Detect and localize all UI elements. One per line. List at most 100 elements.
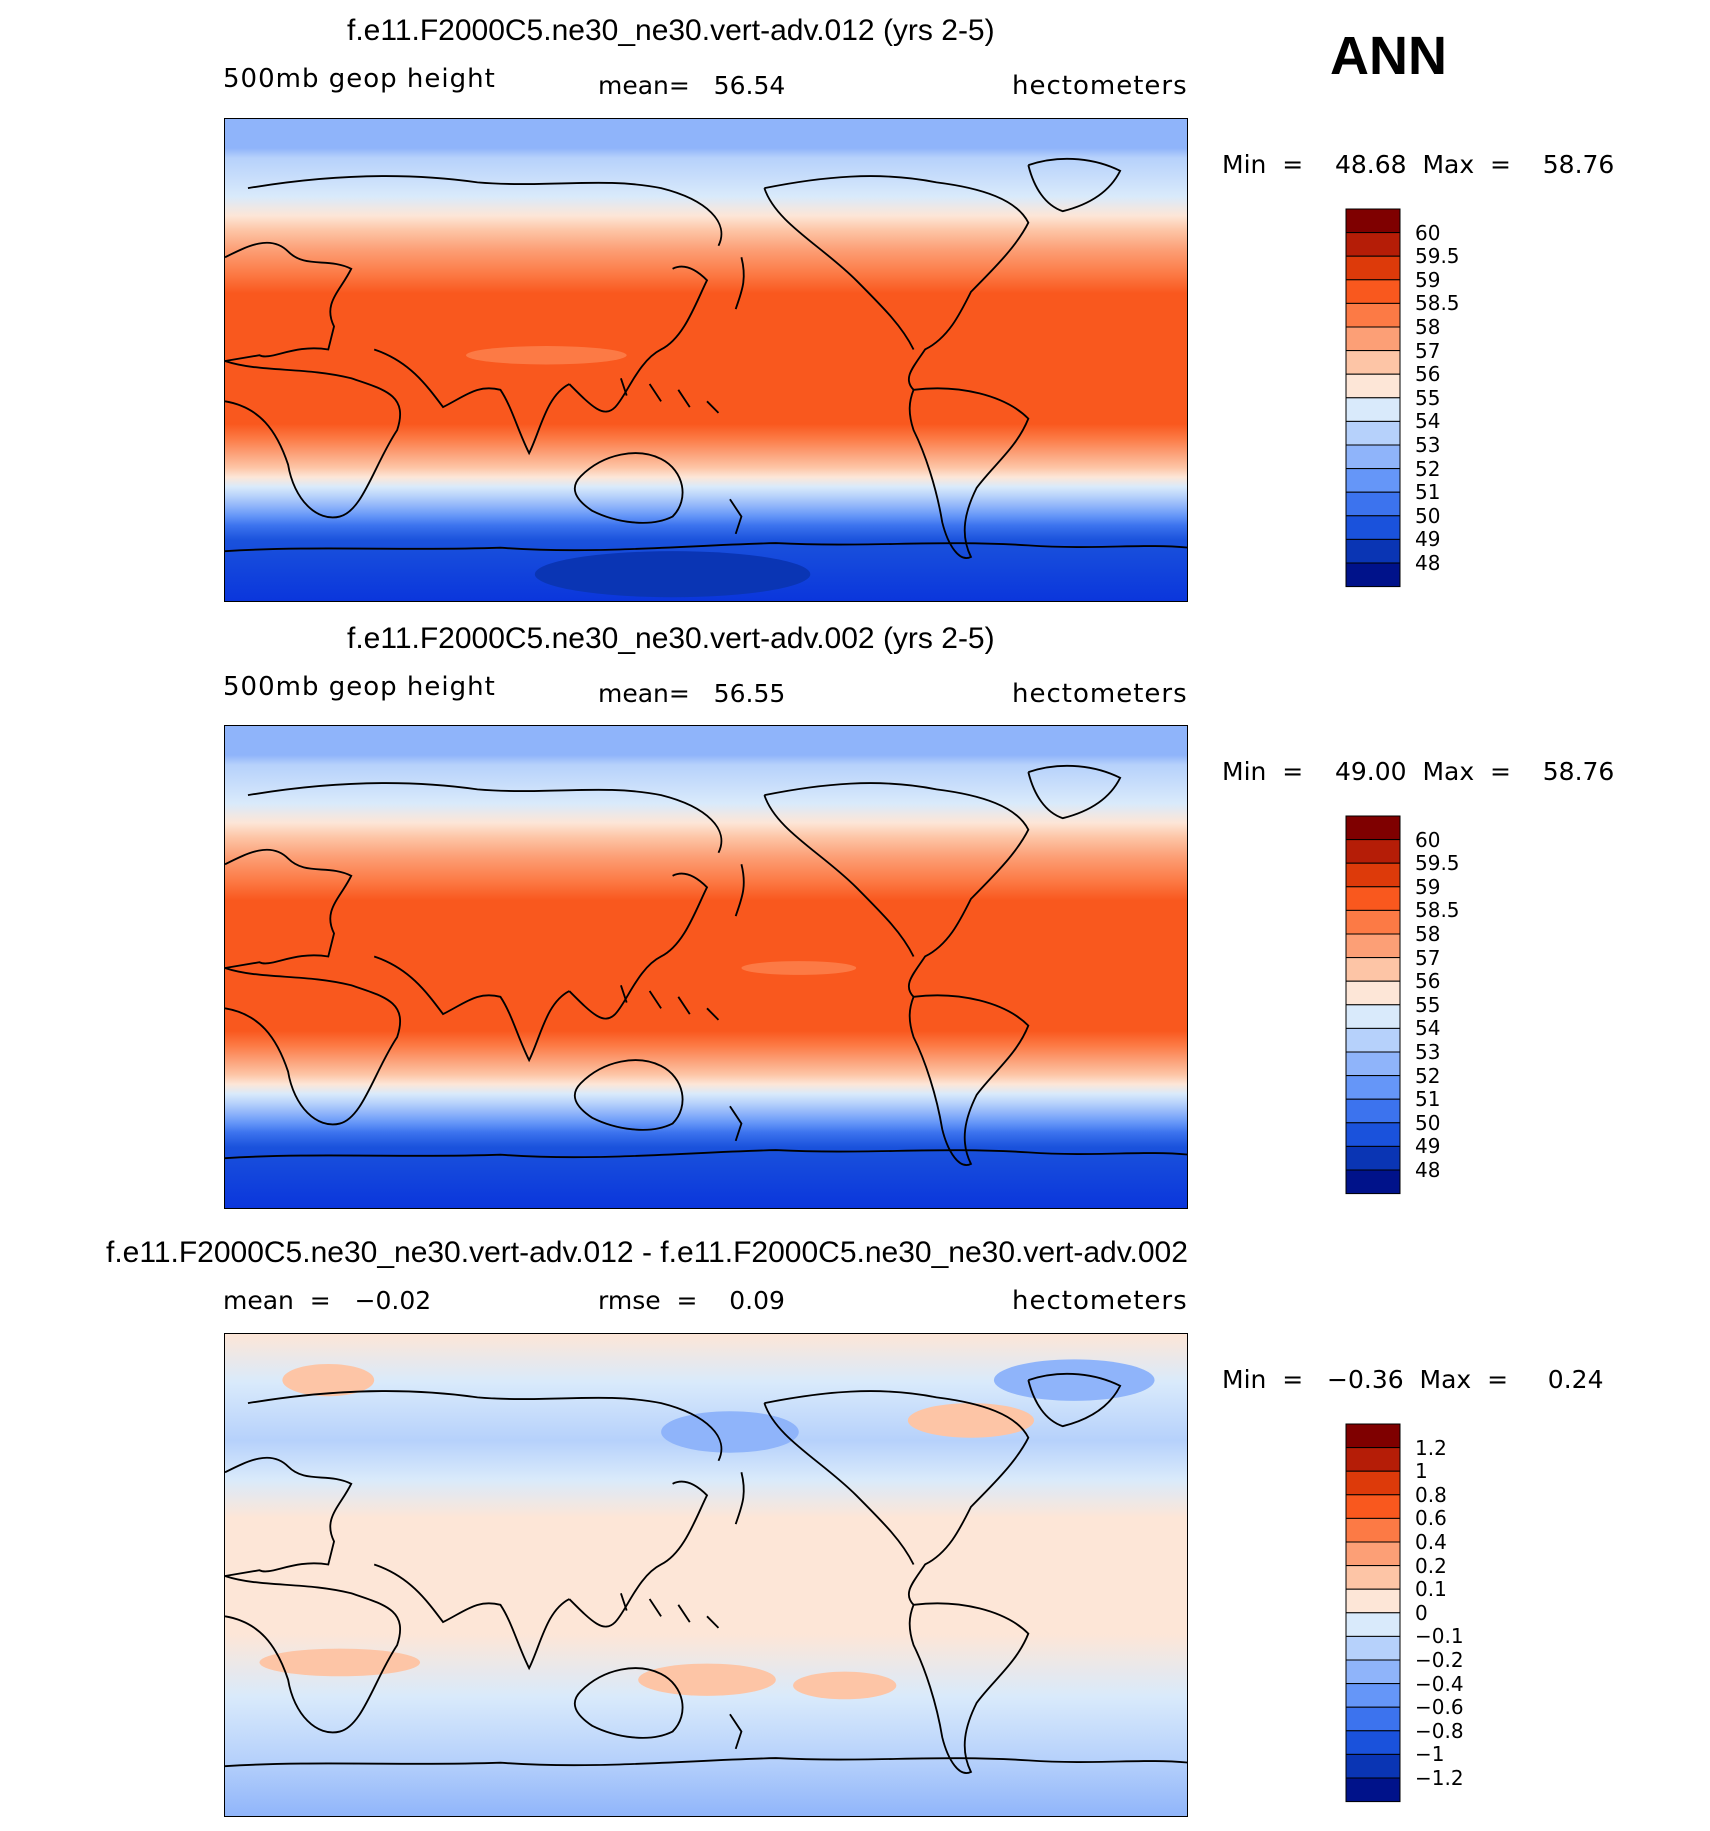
colorbar-tick-label: 57 [1415,338,1441,363]
colorbar-swatch [1345,1730,1401,1755]
colorbar-tick-label: 60 [1415,220,1441,245]
colorbar-swatch [1345,468,1401,493]
colorbar-swatch [1345,491,1401,517]
panel2-variable-label: 500mb geop height [223,672,496,702]
colorbar-swatch [1345,420,1401,446]
diff-blob-pos5 [282,1363,375,1397]
colorbar-swatch [1345,1753,1401,1779]
colorbar-panel2 [1345,815,1401,1195]
colorbar-swatch [1345,980,1401,1006]
colorbar-swatch [1345,1635,1401,1661]
colorbar-tick-label: −1 [1415,1742,1445,1767]
colorbar-swatch [1345,1470,1401,1496]
panel1-min-region [534,551,811,598]
colorbar-swatch [1345,1098,1401,1124]
colorbar-swatch [1345,1075,1401,1100]
colorbar-tick-label: 0.6 [1415,1506,1447,1531]
colorbar-tick-label: −0.2 [1415,1648,1464,1672]
colorbar-tick-label: −0.8 [1415,1718,1464,1743]
colorbar-swatch [1345,397,1401,422]
colorbar-tick-label: 1.2 [1415,1435,1447,1460]
panel3-units: hectometers [1012,1286,1188,1316]
panel1-title: f.e11.F2000C5.ne30_ne30.vert-adv.012 (yr… [347,14,995,47]
colorbar-swatch [1345,1051,1401,1077]
colorbar-swatch [1345,515,1401,540]
colorbar-tick-label: 51 [1415,1087,1441,1112]
colorbar-tick-label: 54 [1415,1016,1441,1041]
panel2-title: f.e11.F2000C5.ne30_ne30.vert-adv.002 (yr… [347,622,995,655]
panel1-minmax: Min = 48.68 Max = 58.76 [1222,150,1615,179]
colorbar-swatch [1345,839,1401,864]
panel1-variable-label: 500mb geop height [223,64,496,94]
colorbar-tick-label: 57 [1415,945,1441,970]
panel3-map [224,1333,1188,1817]
colorbar-tick-label: 51 [1415,480,1441,505]
panel2-mean: mean= 56.55 [598,679,786,708]
colorbar-tick-label: 59.5 [1415,851,1460,876]
colorbar-swatch [1345,1777,1401,1803]
colorbar-swatch [1345,1588,1401,1614]
colorbar-swatch [1345,933,1401,959]
panel3-rmse: rmse = 0.09 [598,1286,785,1315]
panel1-mean: mean= 56.54 [598,71,786,100]
colorbar-tick-label: 58 [1415,315,1441,339]
diff-blob-pos4 [793,1671,897,1700]
colorbar-swatch [1345,1145,1401,1171]
colorbar-swatch [1345,1541,1401,1567]
colorbar-tick-label: 48 [1415,1158,1441,1182]
colorbar-tick-label: 59.5 [1415,244,1460,269]
diff-blob-pos1 [907,1403,1035,1438]
panel3-title: f.e11.F2000C5.ne30_ne30.vert-adv.012 - f… [106,1236,1188,1269]
colorbar-tick-label: 58.5 [1415,898,1460,923]
colorbar-swatch [1345,444,1401,470]
colorbar-tick-label: 56 [1415,362,1441,387]
colorbar-tick-label: 49 [1415,527,1441,552]
colorbar-tick-label: 53 [1415,433,1441,457]
colorbar-tick-label: 52 [1415,1063,1441,1088]
panel1-field [225,119,1187,601]
colorbar-tick-label: 50 [1415,503,1441,528]
colorbar-tick-label: 0.8 [1415,1482,1447,1507]
panel2-equatorial-max [741,961,857,975]
colorbar-tick-label: 59 [1415,874,1441,899]
panel1-units: hectometers [1012,71,1188,101]
colorbar-swatch [1345,909,1401,935]
colorbar-tick-label: 0.1 [1415,1577,1447,1602]
panel2-minmax: Min = 49.00 Max = 58.76 [1222,757,1615,786]
season-label: ANN [1330,26,1447,86]
colorbar-swatch [1345,232,1401,257]
colorbar-swatch [1345,302,1401,328]
colorbar-swatch [1345,815,1401,841]
colorbar-tick-label: 54 [1415,409,1441,434]
colorbar-swatch [1345,1423,1401,1449]
colorbar-panel1 [1345,208,1401,588]
colorbar-swatch [1345,1027,1401,1053]
colorbar-swatch [1345,1683,1401,1708]
colorbar-tick-label: 53 [1415,1040,1441,1064]
colorbar-tick-label: 59 [1415,267,1441,292]
panel1-equatorial-max [466,346,627,365]
colorbar-tick-label: −0.1 [1415,1624,1464,1649]
colorbar-tick-label: 49 [1415,1134,1441,1159]
colorbar-tick-label: 58 [1415,922,1441,946]
colorbar-swatch [1345,279,1401,304]
colorbar-tick-label: 60 [1415,827,1441,852]
panel3-minmax: Min = −0.36 Max = 0.24 [1222,1365,1604,1394]
colorbar-swatch [1345,1004,1401,1029]
panel2-field [225,726,1187,1208]
colorbar-swatch [1345,957,1401,982]
colorbar-swatch [1345,350,1401,375]
colorbar-tick-label: −0.6 [1415,1695,1464,1720]
colorbar-swatch [1345,862,1401,888]
colorbar-tick-label: 50 [1415,1110,1441,1135]
panel3-field [225,1334,1187,1816]
colorbar-swatch [1345,208,1401,234]
diff-blob-neg2 [993,1359,1155,1401]
colorbar-swatch [1345,1494,1401,1519]
colorbar-swatch [1345,886,1401,911]
colorbar-swatch [1345,255,1401,281]
colorbar-swatch [1345,326,1401,352]
diff-blob-neg1 [661,1411,799,1453]
colorbar-tick-label: −1.2 [1415,1766,1464,1790]
colorbar-swatch [1345,1517,1401,1543]
